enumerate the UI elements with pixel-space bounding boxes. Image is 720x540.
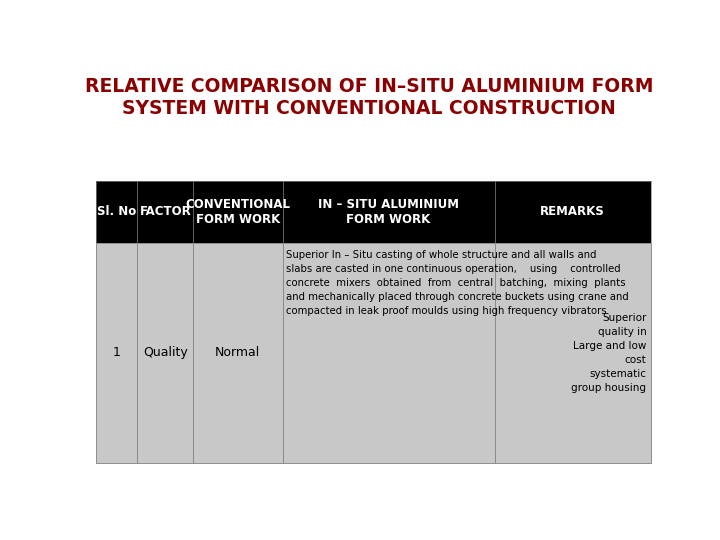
Text: IN – SITU ALUMINIUM
FORM WORK: IN – SITU ALUMINIUM FORM WORK xyxy=(318,198,459,226)
Text: Quality: Quality xyxy=(143,347,188,360)
Bar xyxy=(282,243,495,463)
Bar xyxy=(138,243,193,463)
Bar xyxy=(282,181,495,243)
Text: 1: 1 xyxy=(112,347,120,360)
Bar xyxy=(495,181,651,243)
Bar xyxy=(96,243,138,463)
Bar xyxy=(96,181,138,243)
Bar xyxy=(495,243,651,463)
Text: CONVENTIONAL
FORM WORK: CONVENTIONAL FORM WORK xyxy=(185,198,290,226)
Bar xyxy=(193,243,282,463)
Text: RELATIVE COMPARISON OF IN–SITU ALUMINIUM FORM
SYSTEM WITH CONVENTIONAL CONSTRUCT: RELATIVE COMPARISON OF IN–SITU ALUMINIUM… xyxy=(85,77,653,118)
Text: FACTOR: FACTOR xyxy=(140,206,192,219)
Text: Superior In – Situ casting of whole structure and all walls and
slabs are casted: Superior In – Situ casting of whole stru… xyxy=(286,250,629,316)
Text: Sl. No: Sl. No xyxy=(97,206,136,219)
Text: Normal: Normal xyxy=(215,347,261,360)
Bar xyxy=(193,181,282,243)
Text: Superior
quality in
Large and low
cost
systematic
group housing: Superior quality in Large and low cost s… xyxy=(572,313,647,393)
Text: REMARKS: REMARKS xyxy=(540,206,605,219)
Bar xyxy=(138,181,193,243)
